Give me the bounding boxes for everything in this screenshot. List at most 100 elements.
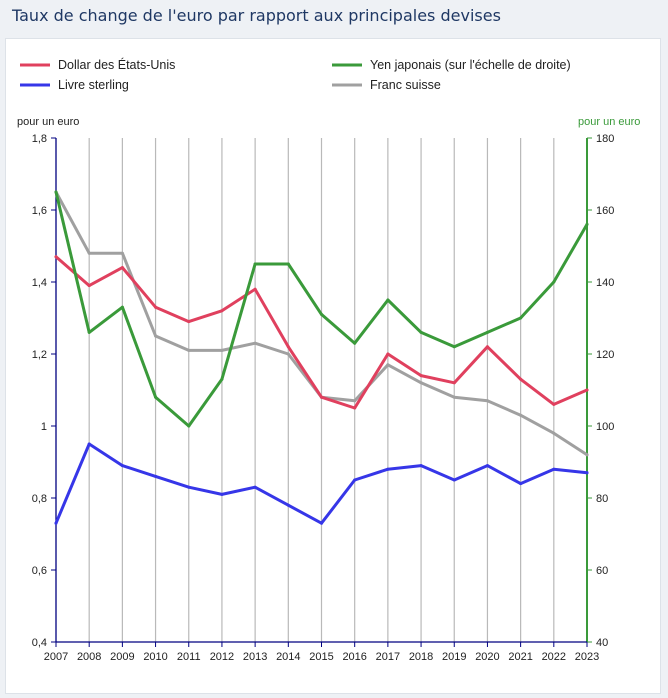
chart-ticks: 0,4 0,6 0,8 1 1,2 1,4 1,6 1,8 40 60 80 100 120 140 160… — [32, 133, 615, 663]
data-point — [552, 402, 556, 406]
data-point — [154, 395, 158, 399]
data-point — [485, 399, 489, 403]
data-point — [386, 298, 390, 302]
right-tick-label: 60 — [596, 565, 608, 577]
data-point — [485, 330, 489, 334]
data-point — [585, 471, 589, 475]
x-tick-label: 2016 — [342, 651, 366, 663]
legend-label: Franc suisse — [370, 78, 441, 92]
data-point — [54, 521, 58, 525]
chart-series — [54, 190, 589, 525]
data-point — [187, 424, 191, 428]
x-tick-label: 2014 — [276, 651, 300, 663]
data-point — [54, 255, 58, 259]
data-point — [154, 474, 158, 478]
x-tick-label: 2022 — [542, 651, 566, 663]
data-point — [154, 334, 158, 338]
data-point — [87, 284, 91, 288]
data-point — [353, 406, 357, 410]
data-point — [419, 381, 423, 385]
data-point — [54, 190, 58, 194]
data-point — [353, 399, 357, 403]
right-tick-label: 140 — [596, 277, 614, 289]
data-point — [585, 453, 589, 457]
right-tick-label: 40 — [596, 637, 608, 649]
data-point — [187, 320, 191, 324]
data-point — [120, 251, 124, 255]
data-point — [87, 442, 91, 446]
data-point — [320, 312, 323, 316]
data-point — [452, 478, 456, 482]
left-tick-label: 0,4 — [32, 637, 47, 649]
x-tick-label: 2010 — [143, 651, 167, 663]
data-point — [220, 309, 224, 313]
data-point — [552, 467, 556, 471]
data-point — [452, 381, 456, 385]
data-point — [220, 377, 224, 381]
legend-label: Livre sterling — [58, 78, 129, 92]
right-tick-label: 80 — [596, 493, 608, 505]
data-point — [552, 431, 556, 435]
left-tick-label: 0,8 — [32, 493, 47, 505]
left-tick-label: 1,8 — [32, 133, 47, 145]
x-tick-label: 2008 — [77, 651, 101, 663]
data-point — [187, 485, 191, 489]
data-point — [253, 262, 257, 266]
chart-legend: Dollar des États-Unis Livre sterling Yen j… — [20, 57, 571, 92]
right-tick-label: 100 — [596, 421, 614, 433]
x-tick-label: 2020 — [475, 651, 499, 663]
legend-label: Dollar des États-Unis — [58, 57, 175, 72]
right-tick-label: 180 — [596, 133, 614, 145]
legend-label: Yen japonais (sur l'échelle de droite) — [370, 58, 571, 72]
left-tick-label: 1 — [41, 421, 47, 433]
data-point — [87, 251, 91, 255]
data-point — [452, 395, 456, 399]
data-point — [386, 363, 390, 367]
x-tick-label: 2012 — [210, 651, 234, 663]
data-point — [220, 492, 224, 496]
data-point — [585, 222, 589, 226]
data-point — [519, 316, 523, 320]
data-point — [154, 305, 158, 309]
chart-grid — [88, 138, 555, 642]
data-point — [120, 266, 124, 270]
data-point — [286, 352, 290, 356]
x-tick-label: 2013 — [243, 651, 267, 663]
left-axis-label: pour un euro — [17, 116, 79, 128]
right-axis-label: pour un euro — [578, 116, 640, 128]
x-tick-label: 2023 — [575, 651, 599, 663]
right-tick-label: 160 — [596, 205, 614, 217]
data-point — [386, 467, 390, 471]
data-point — [485, 464, 489, 468]
data-point — [353, 478, 357, 482]
data-point — [419, 330, 423, 334]
left-tick-label: 1,6 — [32, 205, 47, 217]
data-point — [519, 482, 523, 486]
data-point — [519, 377, 523, 381]
data-point — [286, 345, 290, 349]
right-tick-label: 120 — [596, 349, 614, 361]
data-point — [419, 464, 423, 468]
data-point — [187, 348, 191, 352]
data-point — [386, 352, 390, 356]
page-title: Taux de change de l'euro par rapport aux… — [12, 6, 501, 25]
data-point — [585, 388, 589, 392]
data-point — [320, 521, 323, 525]
data-point — [286, 262, 290, 266]
x-tick-label: 2007 — [44, 651, 68, 663]
x-tick-label: 2009 — [110, 651, 134, 663]
x-tick-label: 2018 — [409, 651, 433, 663]
data-point — [286, 503, 290, 507]
x-tick-label: 2019 — [442, 651, 466, 663]
chart-panel: Dollar des États-Unis Livre sterling Yen j… — [5, 38, 661, 694]
data-point — [452, 345, 456, 349]
data-point — [353, 341, 357, 345]
left-tick-label: 0,6 — [32, 565, 47, 577]
data-point — [87, 330, 91, 334]
data-point — [120, 305, 124, 309]
data-point — [519, 413, 523, 417]
data-point — [552, 280, 556, 284]
data-point — [220, 348, 224, 352]
x-tick-label: 2017 — [376, 651, 400, 663]
left-tick-label: 1,2 — [32, 349, 47, 361]
